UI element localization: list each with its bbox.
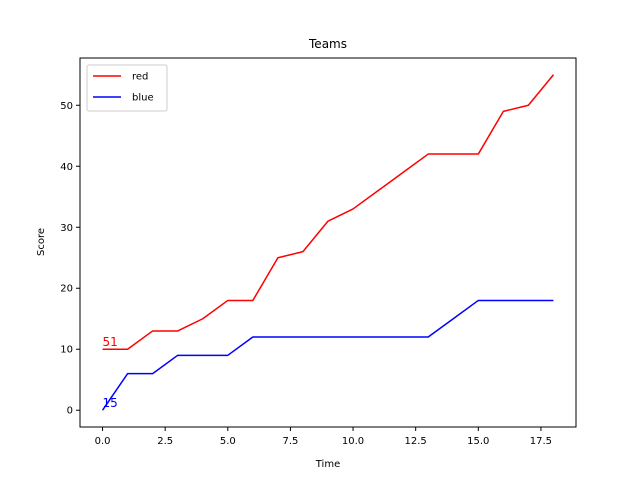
x-tick-label: 5.0 [220, 436, 236, 447]
y-tick-label: 40 [60, 162, 73, 173]
x-tick-label: 0.0 [95, 436, 111, 447]
legend-box [86, 64, 168, 112]
y-tick-label: 50 [60, 101, 73, 112]
x-axis: 0.0 2.5 5.0 7.5 10.0 12.5 15.0 17.5 [95, 427, 552, 447]
y-tick-label: 30 [60, 223, 73, 234]
x-axis-label: Time [315, 459, 340, 470]
y-tick-label: 10 [60, 345, 73, 356]
legend-label-blue: blue [132, 93, 154, 104]
x-tick-label: 10.0 [342, 436, 364, 447]
data-annotation: 15 [103, 396, 118, 410]
x-tick-label: 17.5 [530, 436, 552, 447]
series-line-blue [101, 299, 554, 411]
plot-area: 51 15 [101, 74, 555, 411]
series-line-red [102, 74, 555, 350]
x-tick-label: 12.5 [405, 436, 427, 447]
legend: red blue [86, 64, 168, 112]
y-axis: 0 10 20 30 40 50 [60, 101, 80, 417]
legend-label-red: red [132, 72, 148, 83]
x-tick-label: 2.5 [157, 436, 173, 447]
axes-frame [79, 57, 577, 428]
x-tick-label: 15.0 [467, 436, 489, 447]
y-tick-label: 0 [67, 406, 73, 417]
chart-title: Teams [308, 37, 347, 51]
data-annotation: 51 [103, 335, 118, 349]
x-tick-label: 7.5 [282, 436, 298, 447]
y-axis-label: Score [36, 228, 47, 256]
y-tick-label: 20 [60, 284, 73, 295]
